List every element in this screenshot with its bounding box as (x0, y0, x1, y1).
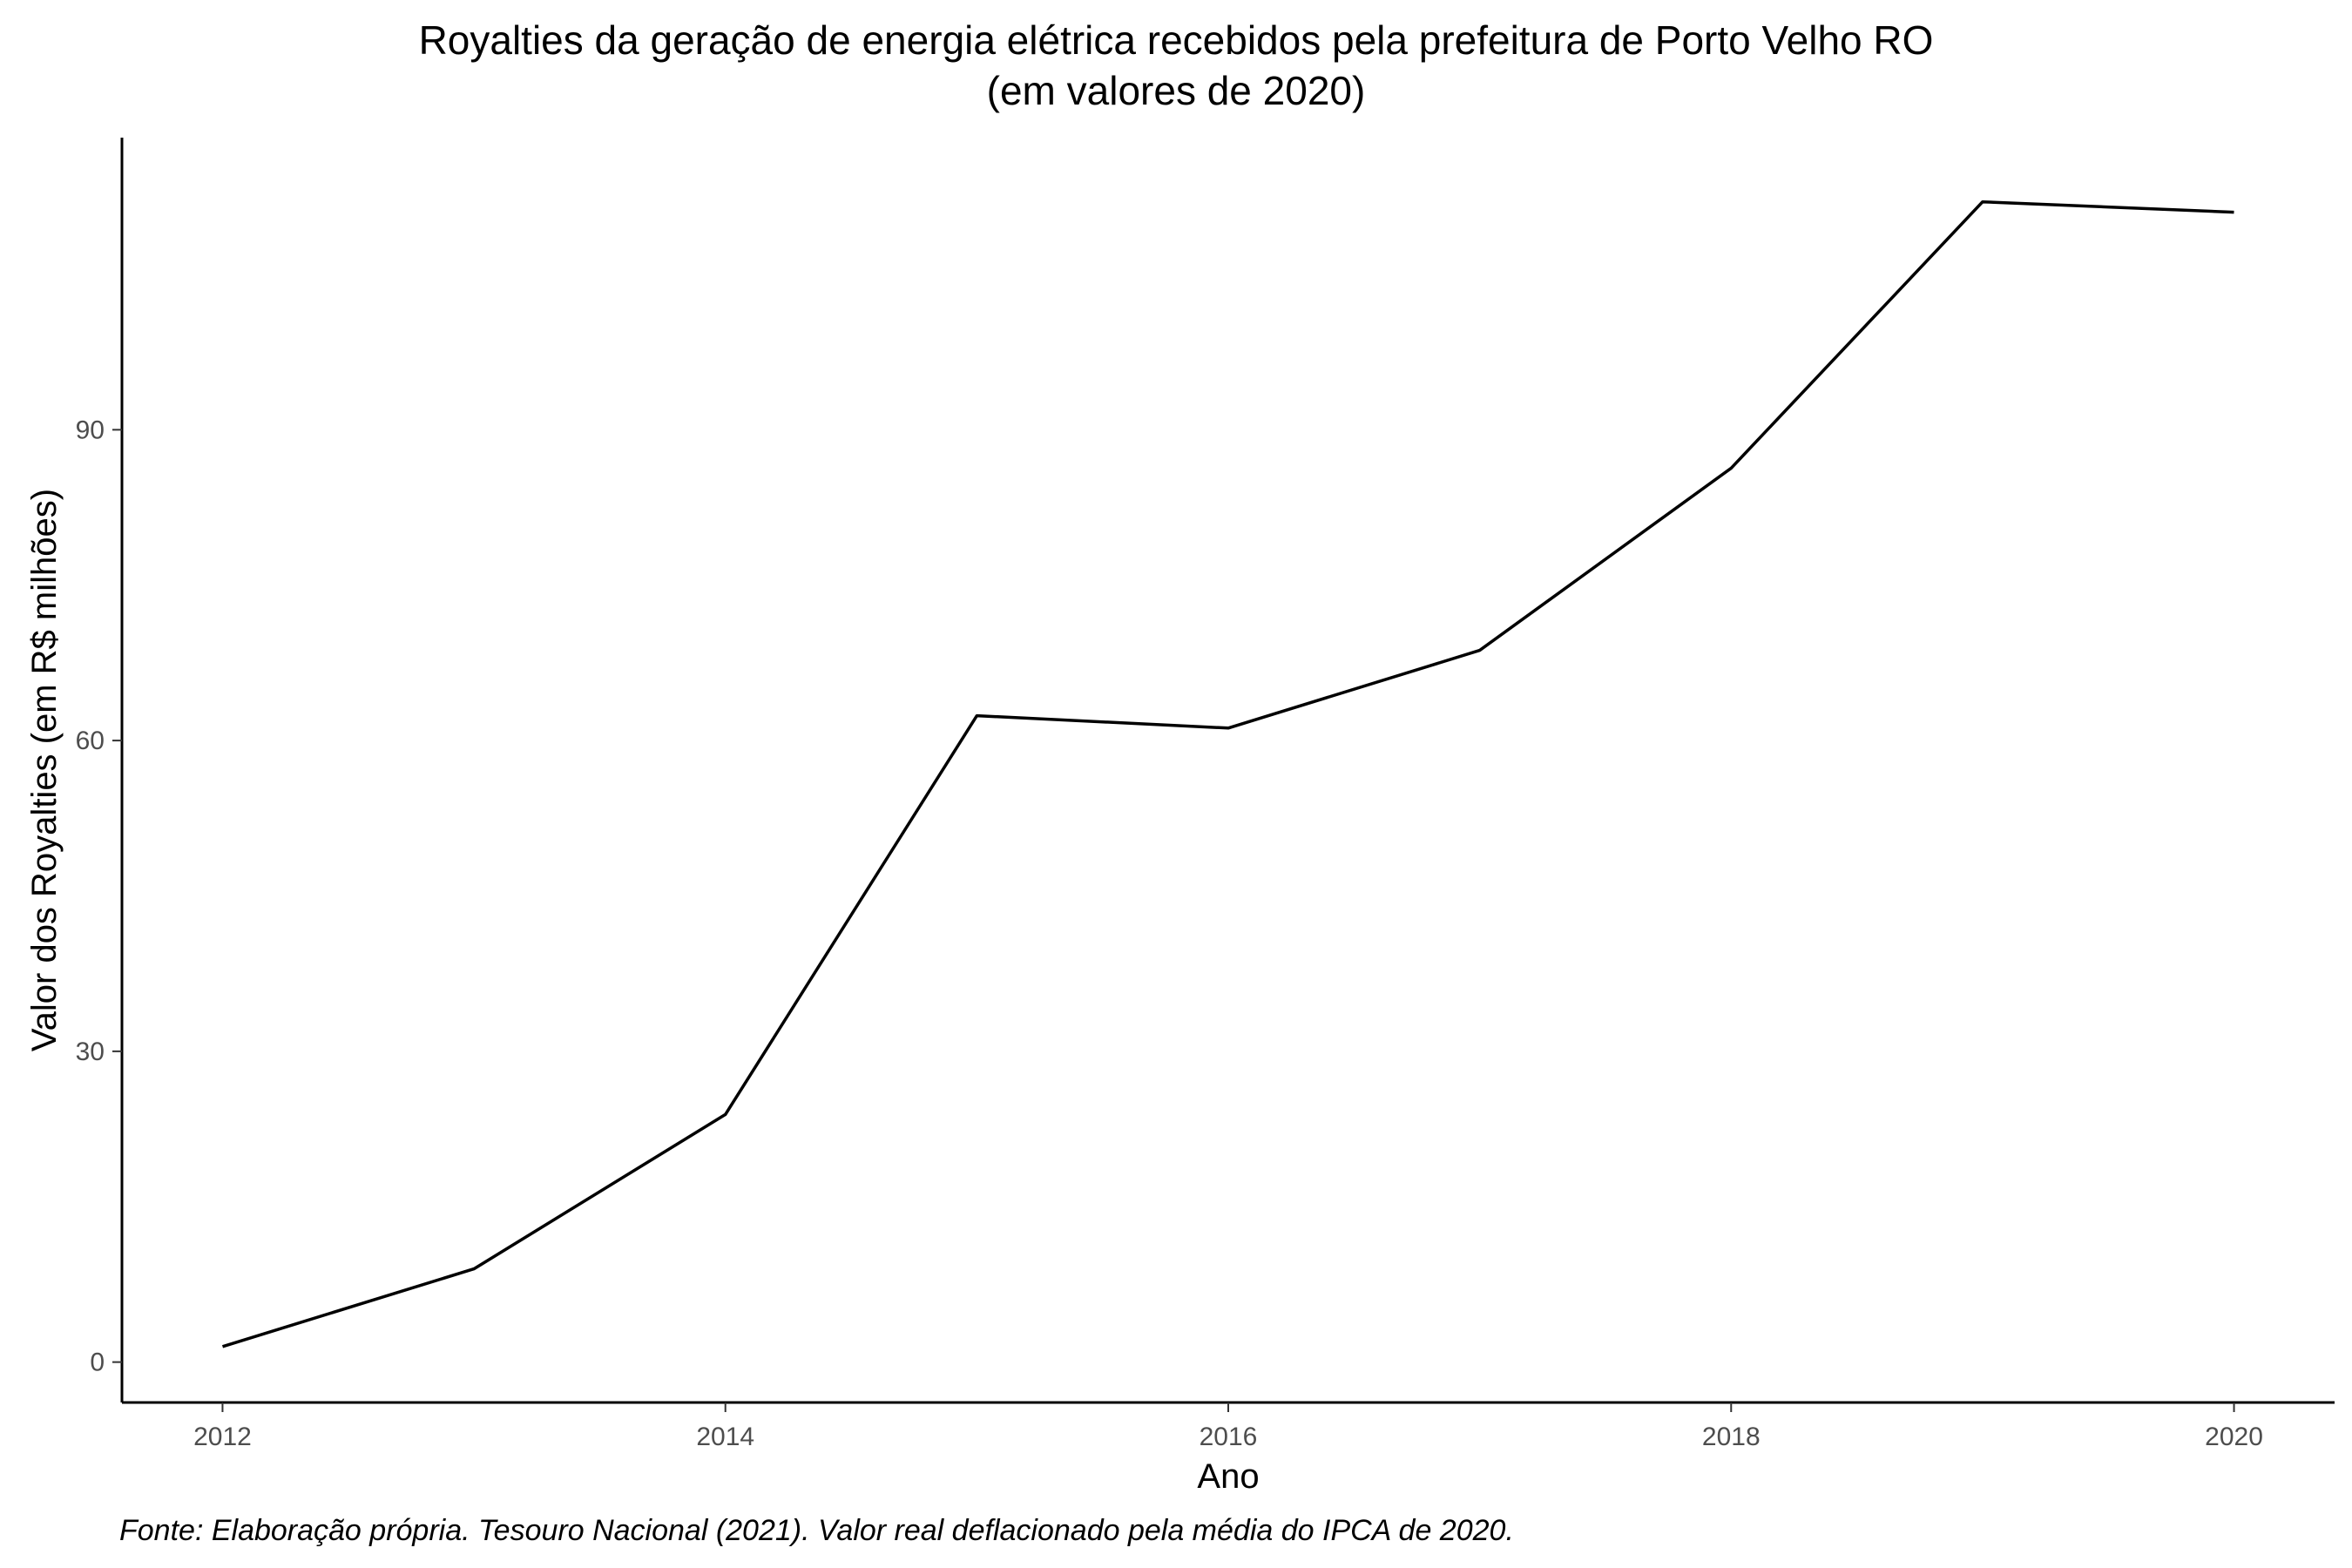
y-tick-label: 90 (76, 416, 105, 444)
chart-caption: Fonte: Elaboração própria. Tesouro Nacio… (119, 1514, 1514, 1547)
x-tick-label: 2020 (2205, 1423, 2263, 1451)
x-tick-label: 2012 (193, 1423, 252, 1451)
x-tick-label: 2016 (1200, 1423, 1258, 1451)
chart-axes (120, 138, 2335, 1404)
y-tick-label: 60 (76, 727, 105, 755)
y-axis-title: Valor dos Royalties (em R$ milhões) (25, 489, 64, 1051)
x-tick-label: 2014 (696, 1423, 754, 1451)
chart-subtitle: (em valores de 2020) (986, 68, 1366, 113)
x-axis-title: Ano (1197, 1457, 1259, 1496)
y-tick-label: 0 (90, 1348, 105, 1377)
chart-title: Royalties da geração de energia elétrica… (418, 17, 1934, 63)
chart-ticks: 2012 2014 2016 2018 2020 0 30 60 90 (76, 416, 2263, 1451)
y-tick-label: 30 (76, 1037, 105, 1066)
x-tick-label: 2018 (1702, 1423, 1761, 1451)
chart-series (221, 199, 2234, 1348)
series-line (221, 199, 2234, 1348)
